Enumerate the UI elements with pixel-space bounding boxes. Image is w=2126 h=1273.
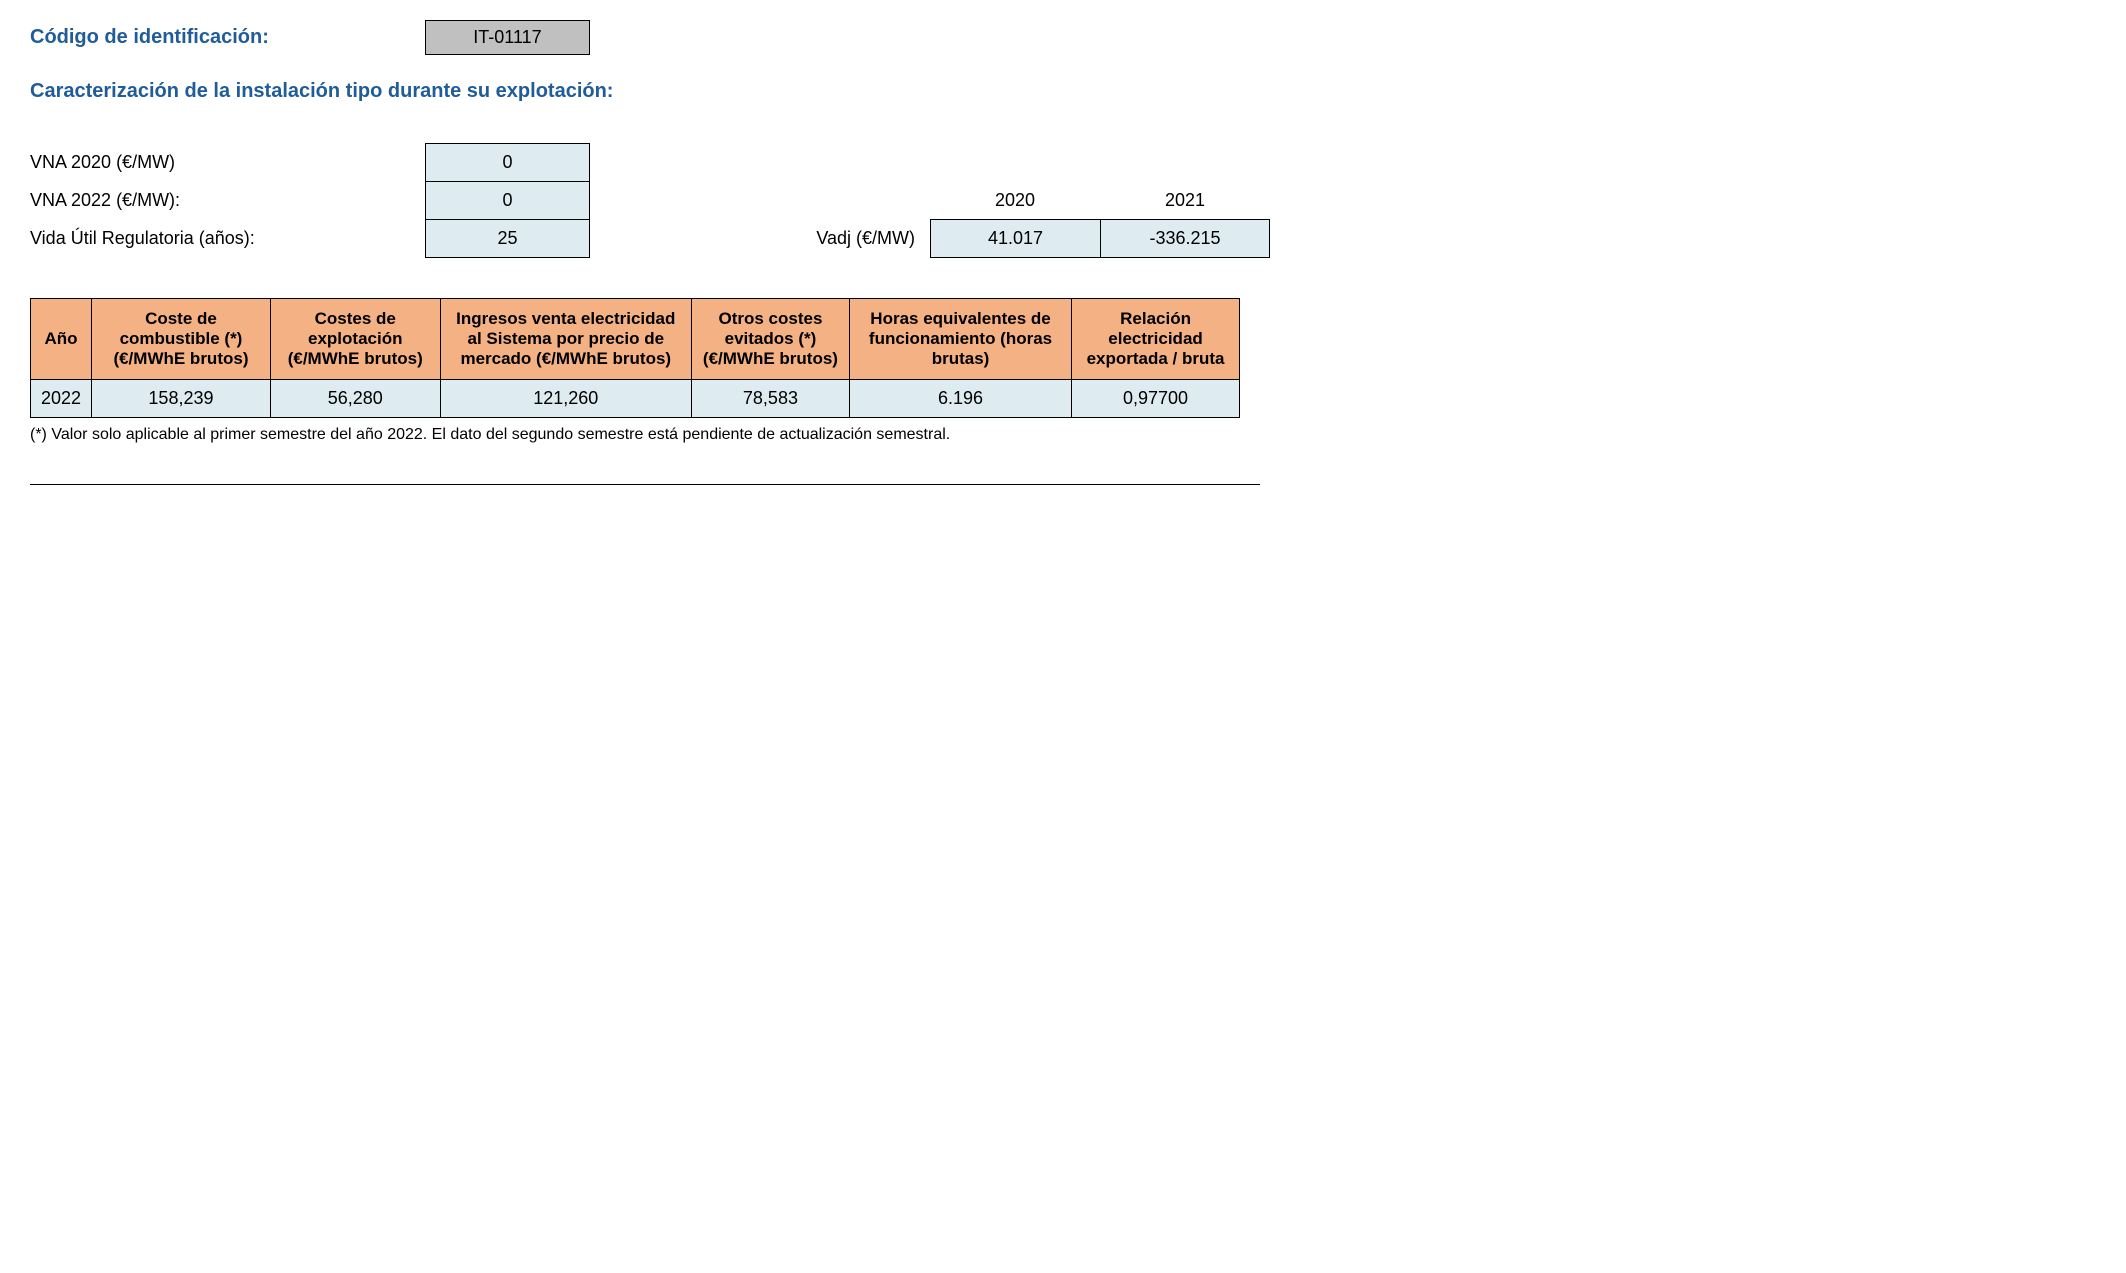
cell-export-ratio: 0,97700 <box>1072 380 1240 418</box>
identification-header: Código de identificación: IT-01117 <box>30 20 2096 55</box>
cell-avoided-cost: 78,583 <box>691 380 849 418</box>
cell-fuel-cost: 158,239 <box>92 380 271 418</box>
col-equiv-hours: Horas equivalentes de funcionamiento (ho… <box>849 299 1071 380</box>
vna2020-value: 0 <box>425 143 590 181</box>
col-year: Año <box>31 299 92 380</box>
col-exploitation-cost: Costes de explotación (€/MWhE brutos) <box>270 299 440 380</box>
separator <box>30 484 1260 485</box>
year-2020-header: 2020 <box>930 182 1100 219</box>
params-block: VNA 2020 (€/MW) 0 VNA 2022 (€/MW): 0 202… <box>30 143 2096 258</box>
vna2022-label: VNA 2022 (€/MW): <box>30 182 425 219</box>
table-row: 2022 158,239 56,280 121,260 78,583 6.196… <box>31 380 1240 418</box>
vna2020-label: VNA 2020 (€/MW) <box>30 144 425 181</box>
vadj-label: Vadj (€/MW) <box>810 228 930 249</box>
exploitation-table: Año Coste de combustible (*) (€/MWhE bru… <box>30 298 1240 418</box>
vna2022-value: 0 <box>425 181 590 219</box>
col-fuel-cost: Coste de combustible (*) (€/MWhE brutos) <box>92 299 271 380</box>
vida-value: 25 <box>425 219 590 258</box>
section-title: Caracterización de la instalación tipo d… <box>30 80 2096 103</box>
col-export-ratio: Relación electricidad exportada / bruta <box>1072 299 1240 380</box>
col-avoided-cost: Otros costes evitados (*) (€/MWhE brutos… <box>691 299 849 380</box>
table-header-row: Año Coste de combustible (*) (€/MWhE bru… <box>31 299 1240 380</box>
footnote: (*) Valor solo aplicable al primer semes… <box>30 426 2096 444</box>
code-value: IT-01117 <box>425 20 590 55</box>
cell-year: 2022 <box>31 380 92 418</box>
code-label: Código de identificación: <box>30 26 425 49</box>
vadj-2020-value: 41.017 <box>930 219 1100 258</box>
cell-exploitation-cost: 56,280 <box>270 380 440 418</box>
col-income: Ingresos venta electricidad al Sistema p… <box>440 299 691 380</box>
cell-equiv-hours: 6.196 <box>849 380 1071 418</box>
cell-income: 121,260 <box>440 380 691 418</box>
year-2021-header: 2021 <box>1100 182 1270 219</box>
vadj-2021-value: -336.215 <box>1100 219 1270 258</box>
vida-label: Vida Útil Regulatoria (años): <box>30 220 425 257</box>
